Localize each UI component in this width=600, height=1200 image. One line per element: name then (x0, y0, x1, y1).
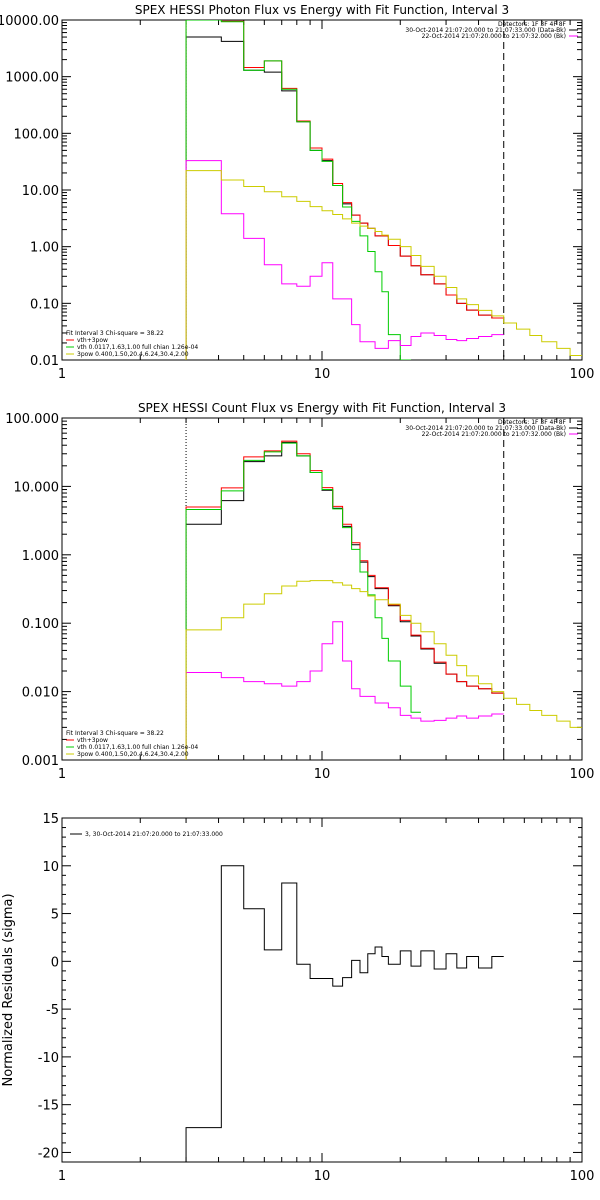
series-line-3 (185, 160, 504, 360)
y-ticks (62, 22, 582, 361)
series-line-3 (185, 621, 504, 760)
x-tick-label: 10 (314, 767, 331, 782)
y-tick-label: 0 (51, 955, 59, 970)
x-tick-label: 1 (58, 1169, 66, 1184)
y-tick-label: -15 (38, 1099, 59, 1114)
count-flux-panel: SPEX HESSI Count Flux vs Energy with Fit… (5, 401, 594, 782)
y-tick-label: 0.01 (30, 354, 59, 369)
x-tick-label: 10 (314, 1169, 331, 1184)
chart-title: SPEX HESSI Count Flux vs Energy with Fit… (138, 401, 506, 415)
series-line-4 (185, 580, 582, 760)
legend-entry: 30-Oct-2014 21:07:20.000 to 21:07:33.000… (405, 425, 566, 432)
x-ticks (61, 20, 571, 360)
y-tick-label: -20 (38, 1146, 59, 1161)
y-tick-label: 1.000 (22, 549, 59, 564)
legend-entry: Detectors: 1F 3F 4F 8F (498, 21, 567, 28)
y-ticks (62, 817, 582, 1153)
data-series (185, 440, 582, 760)
photon-flux-panel: SPEX HESSI Photon Flux vs Energy with Fi… (0, 3, 594, 382)
x-tick-label: 1 (58, 767, 66, 782)
legend-entry: Fit Interval 3 Chi-square = 38.22 (66, 330, 164, 337)
y-tick-label: -10 (38, 1051, 59, 1066)
data-series (185, 865, 504, 1162)
y-tick-label: 100.000 (5, 412, 59, 427)
x-ticks (61, 418, 571, 760)
legend-entry: Fit Interval 3 Chi-square = 38.22 (66, 730, 164, 737)
y-tick-label: 100.00 (14, 127, 60, 142)
legend-entry: vth 0.0117,1.63,1.00 full chian 1.26e-04 (77, 744, 198, 751)
series-line-0 (185, 441, 504, 760)
y-tick-label: 5 (51, 908, 59, 923)
x-tick-label: 100 (570, 367, 595, 382)
x-tick-label: 1 (58, 367, 66, 382)
residuals-panel: Normalized Residuals (sigma) 1 10 100 15 10 5 0… (1, 812, 594, 1184)
series-line-1 (185, 20, 504, 360)
y-tick-label: 1000.00 (5, 71, 59, 86)
series-line-0 (185, 865, 504, 1162)
x-tick-label: 10 (314, 367, 331, 382)
y-tick-label: 0.001 (22, 754, 59, 769)
y-tick-label: 10.000 (14, 480, 60, 495)
chart-title: SPEX HESSI Photon Flux vs Energy with Fi… (135, 3, 509, 17)
x-tick-label: 100 (570, 1169, 595, 1184)
legend-entry: 3pow 0.400,1.50,20.4,6.24,30.4,2.00 (77, 751, 189, 758)
series-line-2 (185, 20, 412, 360)
y-tick-label: 10 (42, 860, 59, 875)
legend-entry: vth+3pow (77, 737, 108, 744)
legend-entry: Detectors: 1F 3F 4F 8F (498, 419, 567, 426)
y-tick-label: 0.010 (22, 686, 59, 701)
y-tick-label: 10.00 (22, 184, 59, 199)
x-tick-label: 100 (570, 767, 595, 782)
y-tick-label: 10000.00 (0, 14, 59, 29)
y-tick-label: 1.00 (30, 241, 59, 256)
plot-frame (61, 817, 583, 1163)
legend-entry: 22-Oct-2014 21:07:20.000 to 21:07:32.000… (422, 431, 566, 438)
series-line-0 (185, 36, 504, 360)
y-tick-label: -5 (46, 1003, 59, 1018)
legend-entry: 3, 30-Oct-2014 21:07:20.000 to 21:07:33.… (85, 831, 223, 838)
legend-entry: vth 0.0117,1.63,1.00 full chian 1.26e-04 (77, 344, 198, 351)
y-ticks (62, 420, 582, 761)
y-tick-label: 0.100 (22, 617, 59, 632)
x-ticks (61, 818, 571, 1162)
legend-entry: 22-Oct-2014 21:07:20.000 to 21:07:32.000… (422, 33, 566, 40)
y-axis-label: Normalized Residuals (sigma) (1, 893, 16, 1086)
legend-entry: vth+3pow (77, 337, 108, 344)
y-tick-label: 15 (42, 812, 59, 827)
data-series (185, 20, 582, 360)
series-line-4 (185, 170, 582, 360)
series-line-1 (185, 440, 504, 760)
legend-entry: 30-Oct-2014 21:07:20.000 to 21:07:33.000… (405, 27, 566, 34)
series-line-2 (185, 442, 421, 760)
y-tick-label: 0.10 (30, 297, 59, 312)
legend-entry: 3pow 0.400,1.50,20.4,6.24,30.4,2.00 (77, 351, 189, 358)
